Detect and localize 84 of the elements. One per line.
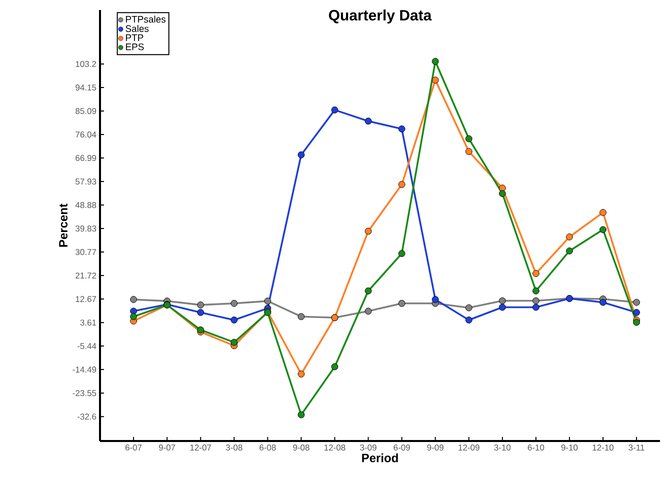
y-tick-label: -14.49 — [72, 366, 96, 373]
point — [364, 287, 372, 294]
point — [498, 190, 506, 198]
point — [600, 226, 606, 234]
x-tick-label: 9-08 — [293, 444, 310, 451]
y-tick-label: 103.2 — [76, 60, 96, 67]
point — [364, 308, 372, 315]
point — [532, 297, 540, 304]
point — [465, 148, 472, 155]
x-tick-label: 12-08 — [324, 444, 346, 451]
x-tick-label: 6-07 — [125, 444, 142, 451]
x-tick-label: 12-09 — [458, 444, 480, 451]
y-tick-label: 3.61 — [80, 320, 96, 326]
y-tick-label: 85.09 — [76, 108, 96, 114]
point — [432, 296, 439, 303]
y-tick-label: -23.55 — [72, 390, 96, 396]
y-tick-label: 76.04 — [76, 132, 96, 138]
point — [465, 316, 472, 324]
y-tick-label: 57.93 — [76, 178, 96, 185]
point — [465, 304, 472, 312]
y-tick-label: 48.88 — [75, 202, 96, 208]
x-tick-label: 6-08 — [260, 444, 276, 451]
point — [398, 181, 406, 188]
y-tick-label: 21.72 — [76, 272, 96, 279]
x-tick-label: 9-07 — [158, 444, 176, 451]
y-tick-label: -32.6 — [77, 414, 96, 420]
point — [331, 363, 338, 370]
x-tick-label: 6-09 — [394, 444, 410, 451]
x-tick-label: 12-10 — [592, 444, 614, 451]
legend-label: EPS — [126, 43, 144, 50]
y-axis-title: Percent — [59, 204, 68, 247]
legend-label: PTPsales — [126, 16, 166, 23]
point — [398, 300, 406, 307]
point — [230, 338, 238, 346]
y-tick-label: 66.99 — [76, 155, 96, 162]
point — [633, 298, 640, 306]
point — [130, 313, 137, 320]
point — [600, 209, 606, 216]
x-axis-title: Period — [362, 453, 398, 462]
point — [298, 411, 305, 418]
point — [298, 370, 305, 378]
point — [465, 135, 472, 142]
y-tick-label: 94.15 — [76, 84, 96, 90]
point — [364, 228, 372, 235]
y-tick-label: 30.77 — [76, 249, 96, 256]
x-tick-label: 3-10 — [494, 444, 511, 451]
point — [298, 151, 305, 158]
x-tick-label: 9-10 — [561, 444, 578, 451]
point — [130, 296, 137, 303]
point — [532, 287, 540, 294]
point — [197, 326, 204, 334]
x-tick-label: 6-10 — [528, 444, 544, 451]
point — [532, 304, 540, 311]
point — [298, 313, 305, 320]
point — [230, 300, 238, 307]
point — [566, 247, 573, 254]
y-tick-label: 39.83 — [76, 226, 96, 232]
chart-title: Quarterly Data — [328, 10, 432, 24]
y-tick-label: 12.67 — [76, 296, 96, 302]
point — [364, 118, 372, 125]
x-tick-label: 3-11 — [628, 444, 644, 451]
point — [398, 250, 406, 257]
point — [633, 318, 640, 326]
x-tick-label: 3-08 — [226, 444, 242, 451]
point — [532, 270, 540, 277]
point — [432, 76, 439, 84]
x-tick-label: 3-09 — [360, 444, 376, 451]
point — [264, 298, 272, 304]
point — [432, 58, 439, 65]
point — [331, 106, 338, 114]
point — [498, 297, 506, 304]
y-tick-label: -5.44 — [77, 343, 96, 350]
point — [566, 233, 573, 240]
point — [230, 316, 238, 324]
legend-label: PTP — [126, 34, 144, 41]
x-tick-label: 9-09 — [427, 444, 444, 451]
point — [633, 309, 640, 316]
point — [197, 309, 204, 316]
point — [197, 301, 204, 308]
point — [600, 298, 606, 306]
point — [398, 125, 406, 132]
legend-label: Sales — [126, 25, 149, 32]
point — [498, 304, 506, 311]
x-tick-label: 12-07 — [190, 444, 212, 451]
